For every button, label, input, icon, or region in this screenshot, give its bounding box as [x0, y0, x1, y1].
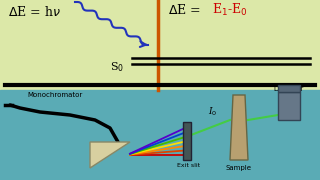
Text: Monochromator: Monochromator [28, 92, 83, 98]
Text: $\Delta$E =: $\Delta$E = [168, 3, 202, 17]
Polygon shape [90, 142, 130, 168]
Polygon shape [230, 95, 248, 160]
Polygon shape [278, 92, 300, 120]
Bar [183, 122, 191, 160]
Bar [0, 0, 320, 90]
Text: Detector: Detector [274, 86, 304, 92]
Text: E$_1$-E$_0$: E$_1$-E$_0$ [212, 2, 248, 18]
Text: Sample: Sample [226, 165, 252, 171]
Bar [0, 90, 320, 180]
Polygon shape [278, 85, 300, 92]
Text: $\Delta$E = h$\nu$: $\Delta$E = h$\nu$ [8, 5, 61, 19]
Text: S$_0$: S$_0$ [110, 60, 124, 74]
Text: I$_0$: I$_0$ [208, 105, 217, 118]
Text: Exit slit: Exit slit [177, 163, 201, 168]
